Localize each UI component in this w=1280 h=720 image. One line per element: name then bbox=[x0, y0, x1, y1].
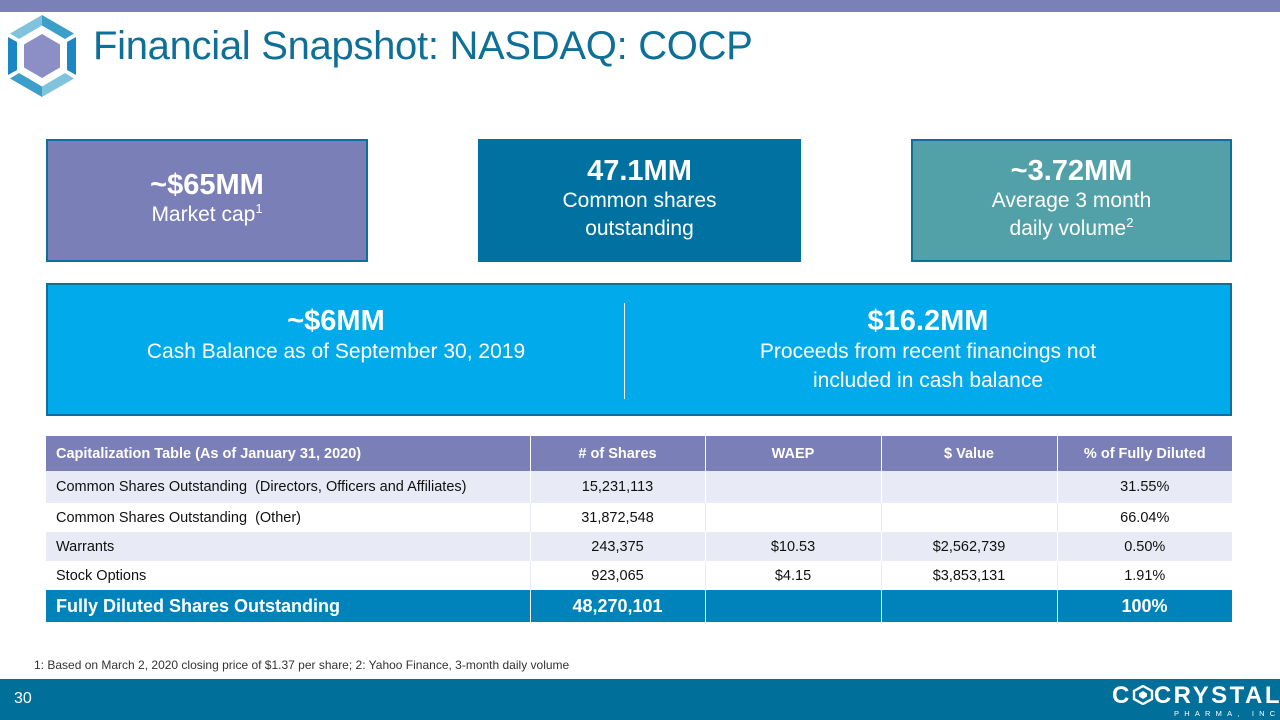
hexagon-logo-icon bbox=[8, 15, 76, 97]
table-cell: 31,872,548 bbox=[530, 503, 706, 532]
table-total-row: Fully Diluted Shares Outstanding 48,270,… bbox=[46, 590, 1233, 622]
kpi-label-line2: outstanding bbox=[585, 216, 694, 240]
table-cell bbox=[705, 503, 882, 532]
kpi-value: 47.1MM bbox=[587, 154, 692, 187]
brand-logo: C CRYSTAL PHARMA, INC. bbox=[1112, 682, 1280, 718]
column-header: WAEP bbox=[705, 436, 882, 471]
table-cell bbox=[705, 590, 882, 622]
table-cell: 923,065 bbox=[530, 561, 706, 590]
column-header: Capitalization Table (As of January 31, … bbox=[46, 436, 531, 471]
kpi-label-line1: Average 3 month bbox=[991, 188, 1152, 212]
table-cell: 0.50% bbox=[1057, 532, 1232, 561]
brand-name: C CRYSTAL bbox=[1112, 682, 1280, 709]
table-row: Common Shares Outstanding (Other) 31,872… bbox=[46, 503, 1232, 532]
column-header: # of Shares bbox=[530, 436, 706, 471]
table-cell: Common Shares Outstanding (Other) bbox=[46, 503, 531, 532]
financings-value: $16.2MM bbox=[867, 305, 989, 337]
kpi-daily-volume: ~3.72MM Average 3 month daily volume2 bbox=[911, 139, 1232, 262]
table-cell bbox=[881, 503, 1058, 532]
table-cell: $4.15 bbox=[705, 561, 882, 590]
table-cell: 100% bbox=[1057, 590, 1233, 622]
cash-balance-value: ~$6MM bbox=[287, 305, 385, 337]
cash-balance: ~$6MM Cash Balance as of September 30, 2… bbox=[48, 285, 624, 414]
footnote: 1: Based on March 2, 2020 closing price … bbox=[34, 658, 570, 672]
kpi-label-line2: daily volume2 bbox=[1009, 214, 1134, 240]
table-row: Warrants 243,375 $10.53 $2,562,739 0.50% bbox=[46, 532, 1232, 561]
hexagon-logo-icon bbox=[1132, 685, 1154, 705]
page-title: Financial Snapshot: NASDAQ: COCP bbox=[93, 24, 753, 68]
kpi-market-cap: ~$65MM Market cap1 bbox=[46, 139, 368, 262]
table-header-row: Capitalization Table (As of January 31, … bbox=[46, 436, 1232, 471]
kpi-shares-outstanding: 47.1MM Common shares outstanding bbox=[478, 139, 801, 262]
cash-summary-box: ~$6MM Cash Balance as of September 30, 2… bbox=[46, 283, 1232, 416]
table-cell bbox=[705, 471, 882, 503]
cash-balance-label: Cash Balance as of September 30, 2019 bbox=[146, 340, 526, 363]
brand-subtitle: PHARMA, INC. bbox=[1174, 709, 1280, 718]
table-cell: Stock Options bbox=[46, 561, 531, 590]
table-cell: 1.91% bbox=[1057, 561, 1232, 590]
table-cell: 31.55% bbox=[1057, 471, 1232, 503]
table-cell: Common Shares Outstanding (Directors, Of… bbox=[46, 471, 531, 503]
column-header: $ Value bbox=[881, 436, 1058, 471]
table-cell: $2,562,739 bbox=[881, 532, 1058, 561]
table-cell: Fully Diluted Shares Outstanding bbox=[46, 590, 531, 622]
kpi-label: Market cap1 bbox=[151, 200, 263, 226]
recent-financings: $16.2MM Proceeds from recent financings … bbox=[626, 285, 1230, 414]
financings-label-line1: Proceeds from recent financings not bbox=[759, 340, 1097, 363]
financings-label-line2: included in cash balance bbox=[813, 369, 1043, 392]
table-cell: 15,231,113 bbox=[530, 471, 706, 503]
table-row: Stock Options 923,065 $4.15 $3,853,131 1… bbox=[46, 561, 1232, 590]
kpi-label-line1: Common shares bbox=[562, 188, 717, 212]
table-cell bbox=[881, 471, 1058, 503]
table-cell: 243,375 bbox=[530, 532, 706, 561]
table-cell: $10.53 bbox=[705, 532, 882, 561]
page-number: 30 bbox=[14, 690, 32, 707]
table-row: Common Shares Outstanding (Directors, Of… bbox=[46, 471, 1232, 503]
column-header: % of Fully Diluted bbox=[1057, 436, 1232, 471]
divider bbox=[624, 303, 625, 399]
footnote-marker: 1 bbox=[255, 200, 263, 216]
kpi-value: ~3.72MM bbox=[1010, 154, 1133, 187]
table-cell: 66.04% bbox=[1057, 503, 1232, 532]
top-accent-bar bbox=[0, 0, 1280, 12]
capitalization-table: Capitalization Table (As of January 31, … bbox=[46, 436, 1233, 622]
footnote-marker: 2 bbox=[1126, 214, 1134, 230]
table-cell: Warrants bbox=[46, 532, 531, 561]
table-cell: $3,853,131 bbox=[881, 561, 1058, 590]
table-cell bbox=[881, 590, 1058, 622]
kpi-value: ~$65MM bbox=[150, 168, 264, 201]
bottom-bar bbox=[0, 679, 1280, 720]
table-cell: 48,270,101 bbox=[530, 590, 706, 622]
